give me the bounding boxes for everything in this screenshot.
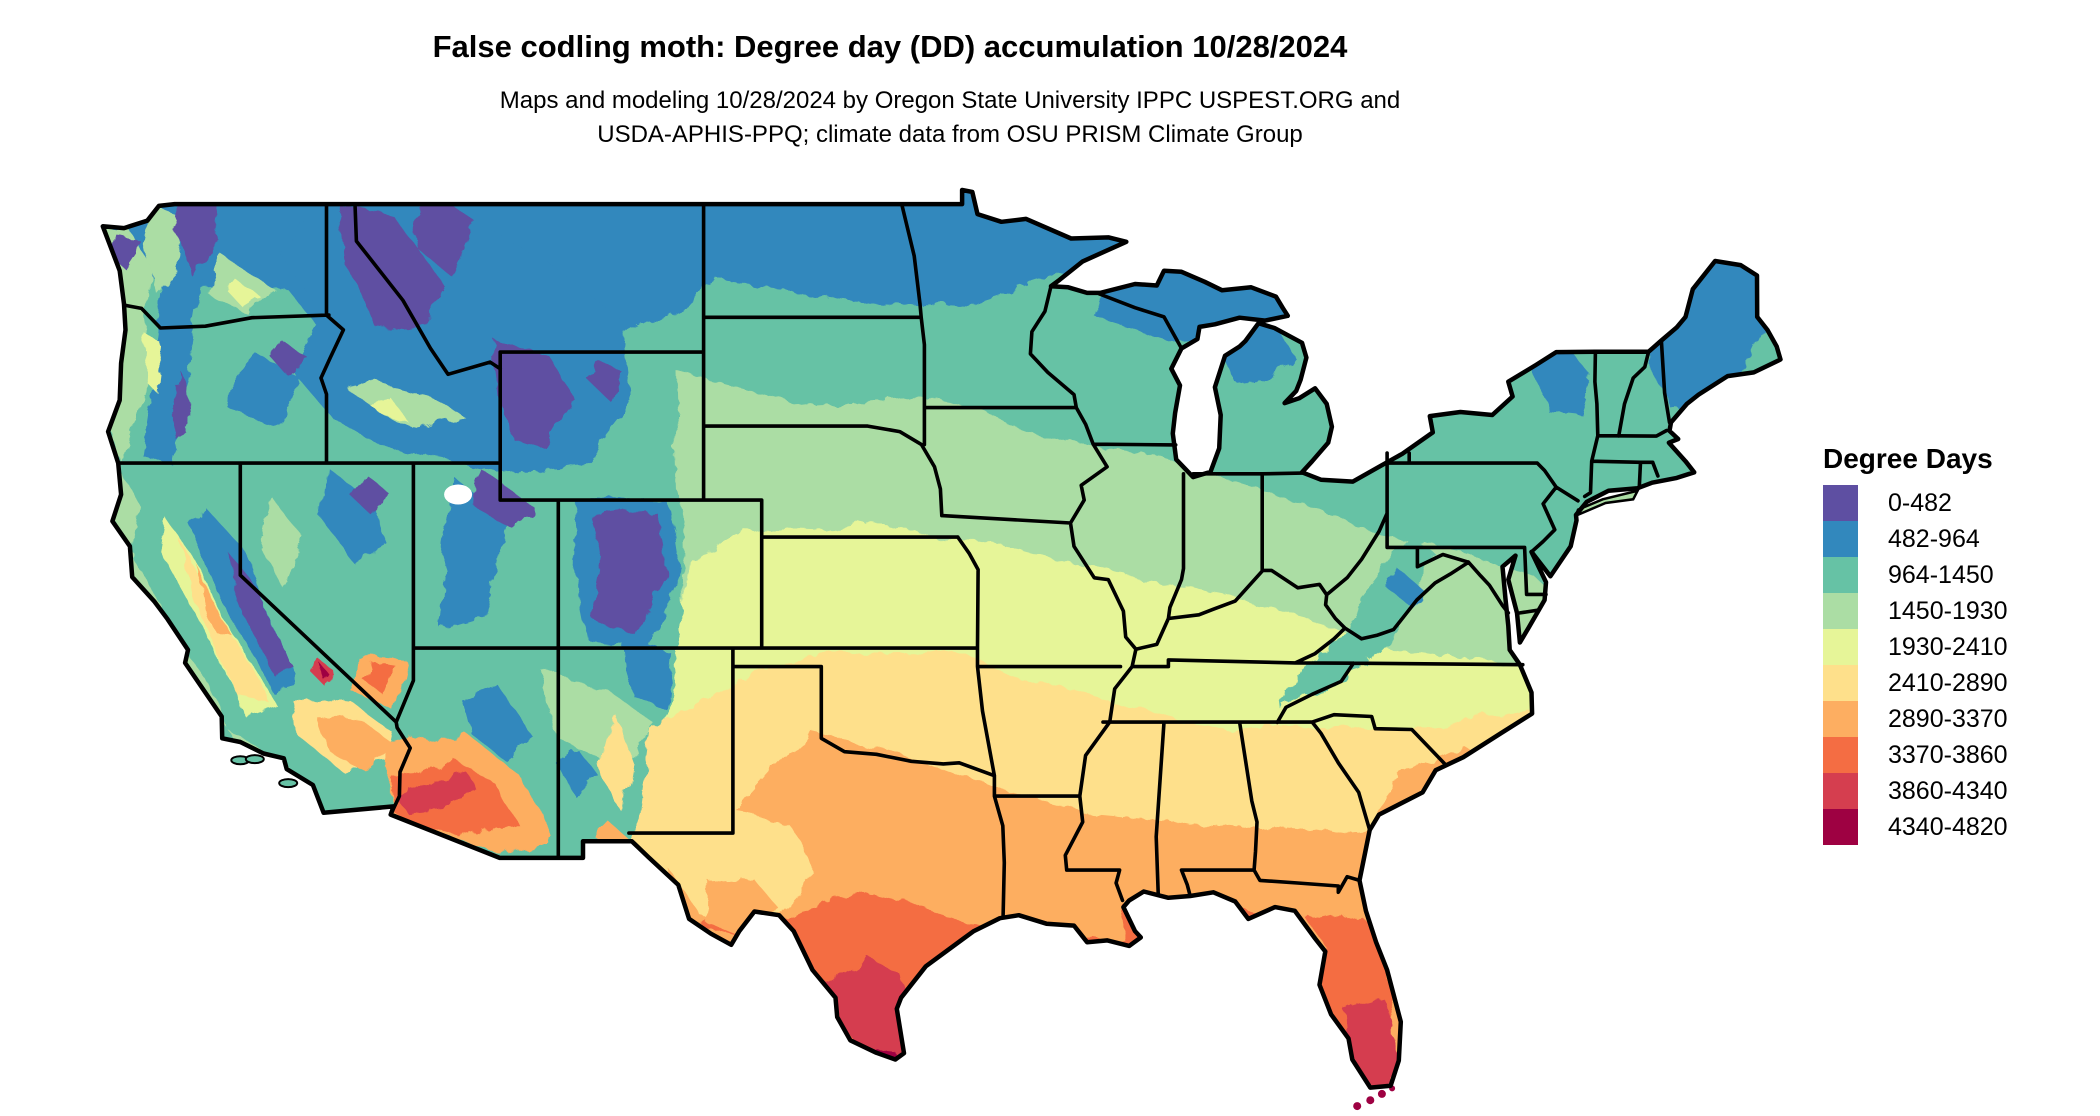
great-salt-lake [444,484,473,505]
legend-row: 964-1450 [1823,557,2008,593]
legend-entries: 0-482 482-964 964-1450 1450-1930 1930-2410 24… [1823,485,2008,845]
legend-swatch [1823,665,1858,701]
legend-swatch [1823,521,1858,557]
dd-region-class-8 [394,766,476,815]
dd-region-class-3 [545,674,653,767]
legend-row: 3860-4340 [1823,773,2008,809]
legend-row: 0-482 [1823,485,2008,521]
legend-row: 4340-4820 [1823,809,2008,845]
florida-keys-dot [1377,1089,1386,1098]
dd-region-class-1 [231,352,305,427]
dd-region-class-6 [199,566,238,641]
dd-region-class-9 [321,664,329,682]
legend-label: 1450-1930 [1888,596,2008,625]
dd-region-class-1 [1387,570,1423,604]
legend-row: 1930-2410 [1823,629,2008,665]
legend-label: 1930-2410 [1888,632,2008,661]
legend-row: 2410-2890 [1823,665,2008,701]
dd-region-class-3 [147,207,180,293]
dd-region-class-1 [1652,252,1766,404]
legend-label: 2890-3370 [1888,704,2008,733]
dd-region-class-0 [341,207,444,330]
dd-region-class-5 [597,711,630,811]
dd-region-class-0 [172,370,194,438]
subtitle-line-2: USDA-APHIS-PPQ; climate data from OSU PR… [597,121,1303,148]
legend-swatch [1823,557,1858,593]
legend-title: Degree Days [1823,443,1993,474]
us-outline [100,187,1783,1090]
legend-row: 482-964 [1823,521,2008,557]
legend-swatch [1823,737,1858,773]
dd-region-class-1 [559,751,601,797]
dd-region-class-0 [231,555,290,674]
raster-fill [102,190,1781,1088]
legend-row: 3370-3860 [1823,737,2008,773]
page-title: False codling moth: Degree day (DD) accu… [432,29,1348,64]
legend-swatch [1823,773,1858,809]
legend-row: 1450-1930 [1823,593,2008,629]
florida-keys-dot [1353,1102,1362,1111]
legend-row: 2890-3370 [1823,701,2008,737]
legend-label: 482-964 [1888,524,1980,553]
dd-region-class-1 [321,466,389,563]
dd-region-class-0 [347,470,389,515]
dd-region-class-4 [225,278,261,308]
legend-label: 3860-4340 [1888,776,2008,805]
dd-region-class-5 [661,810,816,930]
channel-island [244,754,265,765]
legend-swatch [1823,809,1858,845]
dd-region-class-3 [260,500,305,589]
dd-region-class-8 [312,659,334,689]
legend-label: 3370-3860 [1888,740,2008,769]
dd-region-class-3 [350,378,467,430]
legend-swatch [1823,485,1858,521]
legend-swatch [1823,629,1858,665]
dd-region-class-0 [417,193,473,275]
legend-label: 964-1450 [1888,560,1994,589]
dd-region-class-0 [591,511,668,637]
dd-region-class-0 [475,466,531,526]
dd-region-class-0 [495,341,572,445]
subtitle-line-1: Maps and modeling 10/28/2024 by Oregon S… [499,87,1401,114]
dd-region-class-0 [176,193,223,279]
dd-region-class-8 [827,958,915,1063]
dd-region-class-4 [138,329,159,390]
dd-region-class-6 [318,718,398,774]
channel-island [278,778,299,789]
legend-label: 0-482 [1888,488,1952,517]
dd-region-class-1 [623,640,671,708]
legend-swatch [1823,701,1858,737]
legend: Degree Days 0-482 482-964 964-1450 1450-193… [1823,443,2008,845]
legend-label: 4340-4820 [1888,812,2008,841]
dd-region-class-0 [269,341,310,378]
dd-region-class-1 [458,688,537,763]
dd-region-class-1 [437,477,505,626]
state-borders [116,202,1672,919]
legend-swatch [1823,593,1858,629]
dd-region-class-1 [1533,355,1594,415]
dd-region-class-4 [368,392,409,423]
florida-keys-dot [1366,1096,1375,1105]
dd-region-class-0 [585,355,621,401]
legend-label: 2410-2890 [1888,668,2008,697]
dd-region-class-7 [368,666,400,700]
